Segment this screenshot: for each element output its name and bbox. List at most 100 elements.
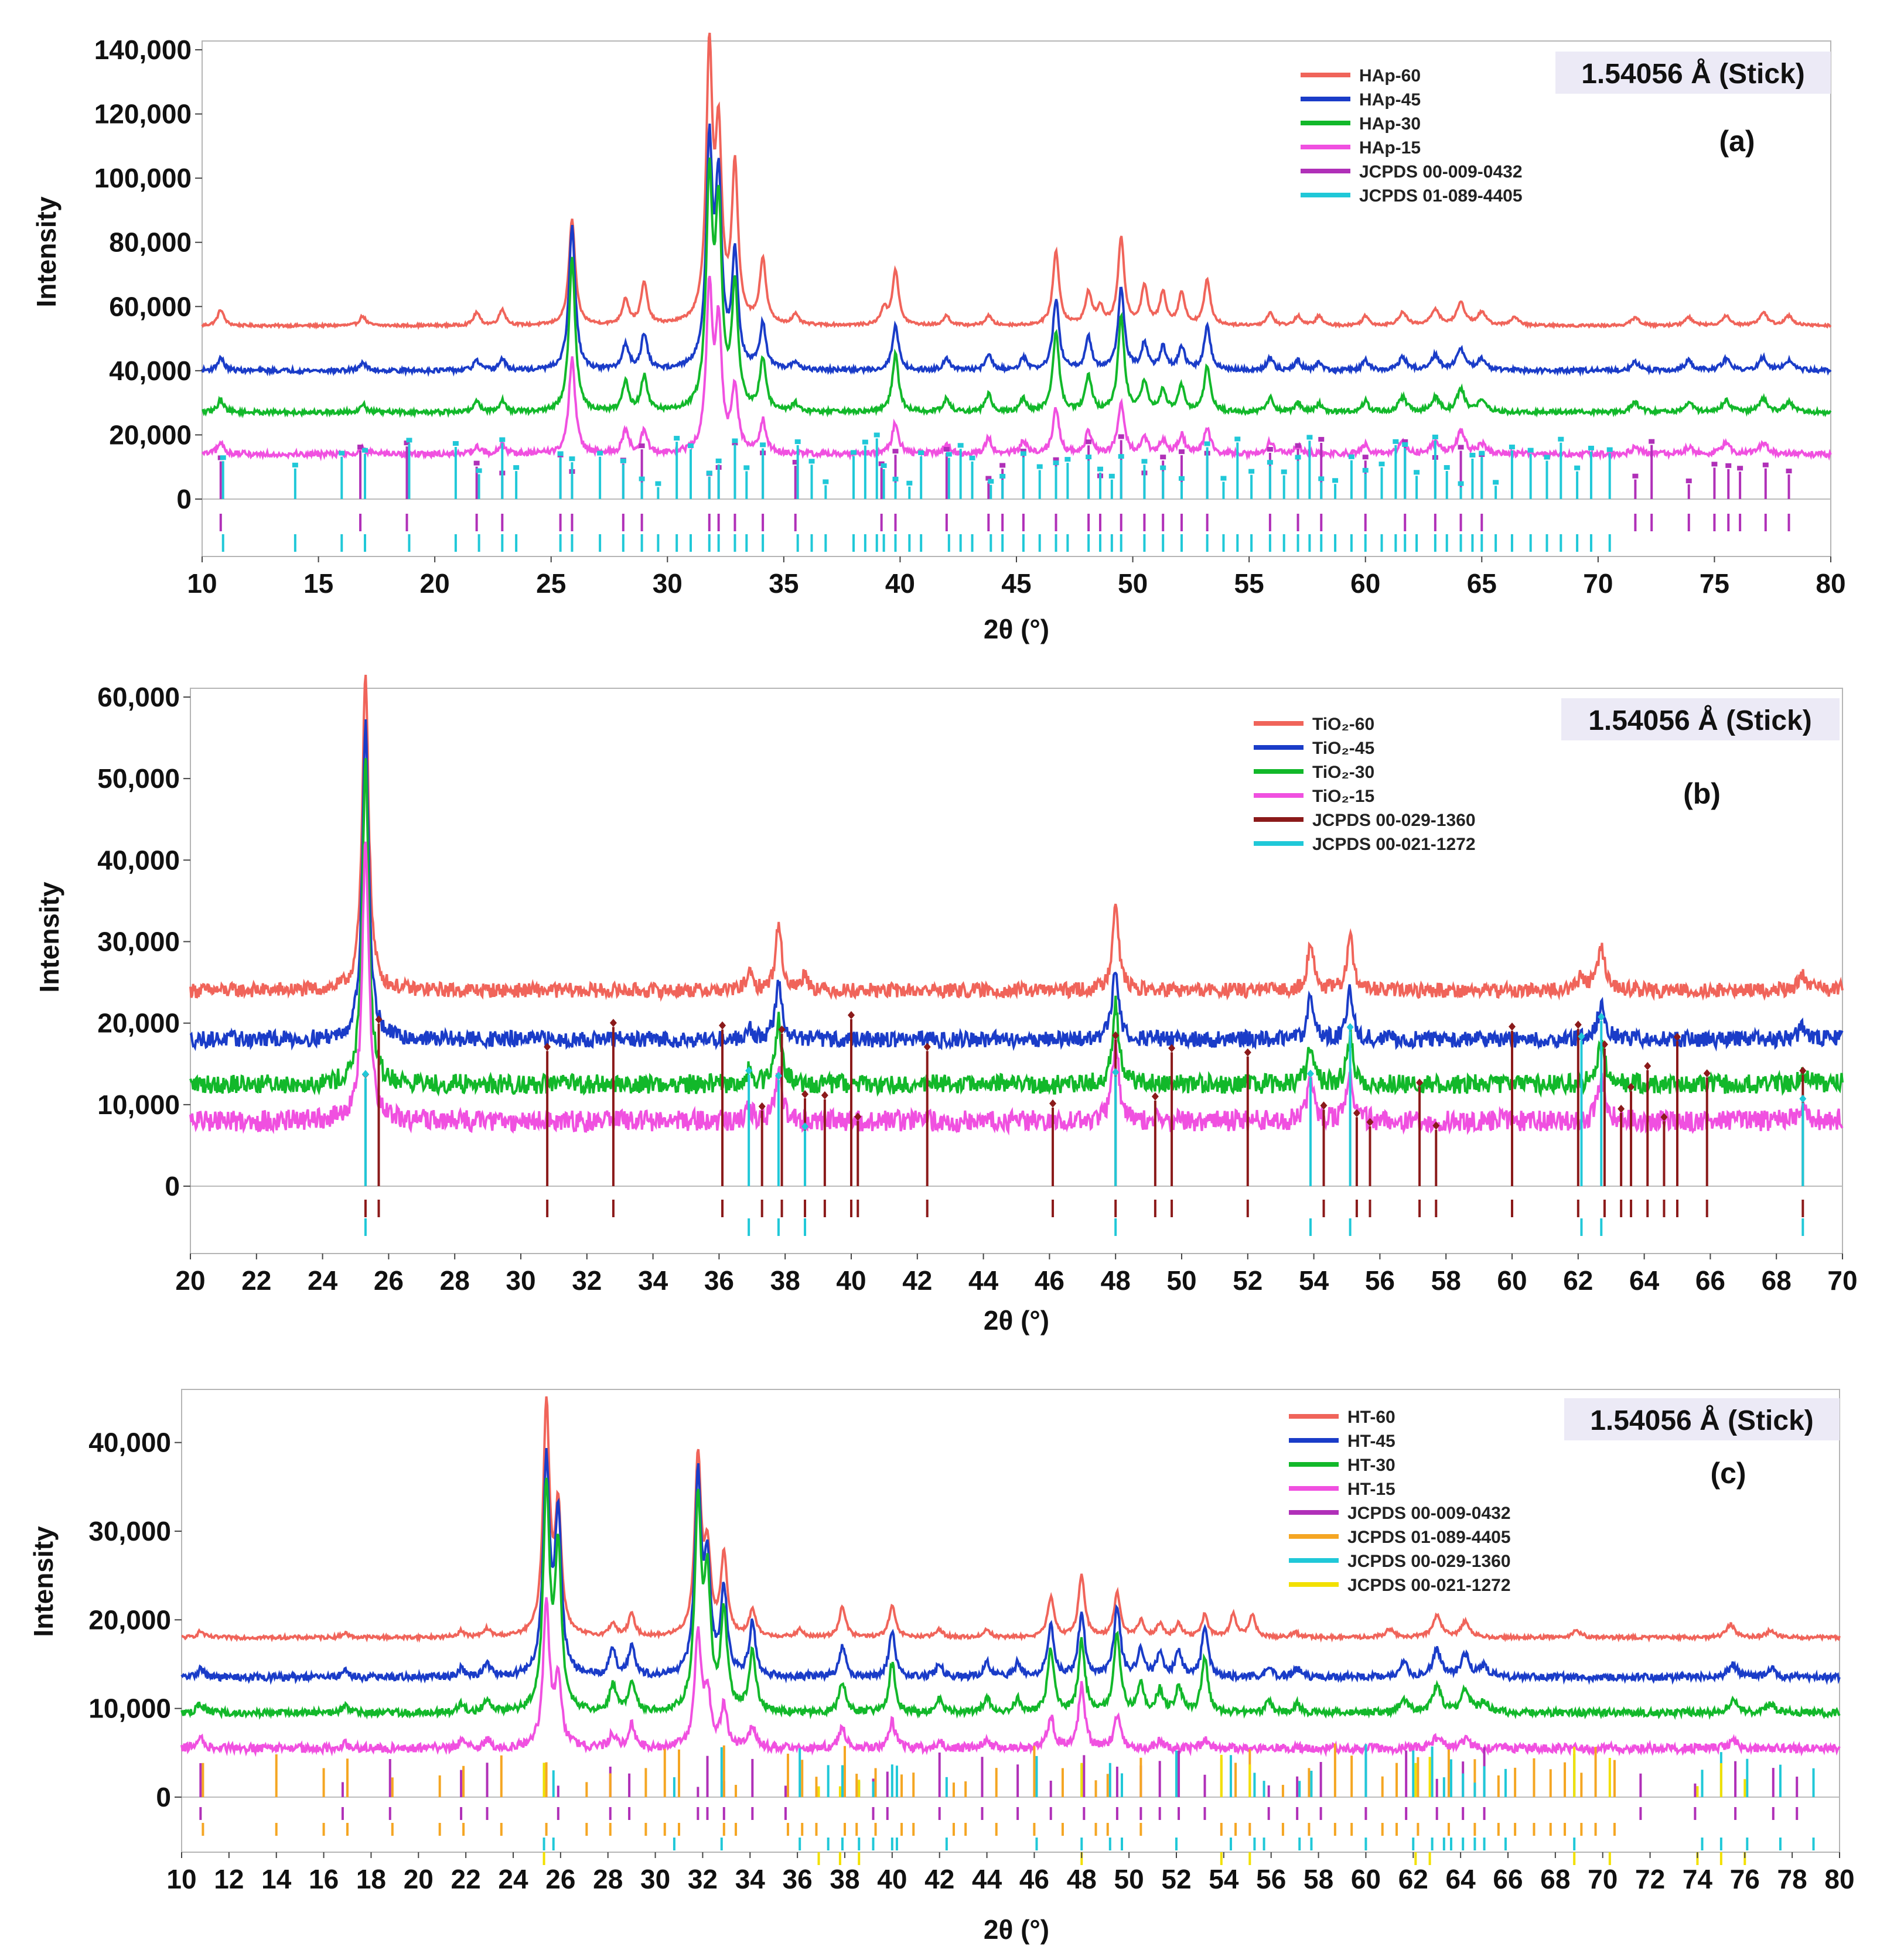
reference-marker bbox=[655, 481, 661, 486]
reference-marker bbox=[1509, 1022, 1516, 1031]
reference-marker bbox=[1362, 455, 1369, 460]
reference-marker bbox=[719, 1021, 726, 1030]
reference-marker bbox=[1204, 441, 1210, 446]
reference-marker bbox=[1444, 465, 1450, 470]
reference-marker bbox=[862, 439, 868, 445]
x-tick-label: 50 bbox=[1114, 1864, 1144, 1894]
x-tick-label: 56 bbox=[1256, 1864, 1286, 1894]
y-tick-label: 40,000 bbox=[88, 1428, 171, 1458]
x-tick-label: 48 bbox=[1067, 1864, 1097, 1894]
series-line-ht-60 bbox=[181, 1396, 1841, 1643]
reference-marker bbox=[1416, 1078, 1424, 1087]
reference-marker bbox=[1711, 462, 1718, 467]
reference-marker bbox=[1112, 1031, 1120, 1040]
reference-marker bbox=[1178, 449, 1185, 455]
x-tick-label: 52 bbox=[1233, 1265, 1262, 1296]
x-tick-label: 24 bbox=[308, 1265, 338, 1296]
x-tick-label: 34 bbox=[735, 1864, 766, 1894]
x-tick-label: 20 bbox=[404, 1864, 434, 1894]
y-tick-label: 20,000 bbox=[109, 419, 192, 450]
x-tick-label: 40 bbox=[836, 1265, 866, 1296]
panel-a: 10 15 20 25 30 35 40 45 50 55 60 65 70 75 80 0 20,000 40… bbox=[31, 32, 1846, 644]
reference-marker bbox=[848, 1011, 855, 1020]
reference-marker bbox=[957, 443, 964, 448]
reference-marker bbox=[1332, 478, 1339, 483]
panel-b-y-axis-title: Intensity bbox=[34, 882, 64, 993]
reference-marker bbox=[1703, 1069, 1711, 1078]
reference-marker bbox=[1036, 464, 1043, 469]
reference-marker bbox=[706, 470, 712, 476]
reference-marker bbox=[609, 1019, 617, 1027]
reference-marker bbox=[1118, 454, 1124, 459]
y-tick-label: 10,000 bbox=[97, 1090, 180, 1120]
reference-marker bbox=[569, 456, 575, 462]
reference-marker bbox=[1020, 449, 1026, 454]
panel-b-wavelength-box bbox=[1561, 698, 1840, 740]
reference-marker bbox=[597, 450, 603, 456]
reference-marker bbox=[1020, 451, 1026, 456]
y-tick-label: 140,000 bbox=[94, 35, 192, 65]
panel-b-x-axis-title: 2θ (°) bbox=[984, 1305, 1049, 1336]
reference-marker bbox=[801, 1090, 809, 1098]
reference-marker bbox=[292, 462, 298, 467]
x-tick-label: 28 bbox=[440, 1265, 470, 1296]
series-line-hap-30 bbox=[202, 157, 1832, 419]
series-line-ht-45 bbox=[180, 1447, 1841, 1685]
x-tick-label: 60 bbox=[1350, 568, 1380, 599]
reference-marker bbox=[774, 1071, 782, 1080]
panel-c-plot-frame bbox=[181, 1389, 1840, 1853]
reference-marker bbox=[1220, 476, 1227, 481]
x-tick-label: 68 bbox=[1762, 1265, 1792, 1296]
x-tick-label: 76 bbox=[1730, 1864, 1760, 1894]
x-tick-label: 75 bbox=[1700, 568, 1729, 599]
x-tick-label: 64 bbox=[1446, 1864, 1476, 1894]
reference-marker bbox=[969, 455, 975, 460]
panel-c-wavelength-box bbox=[1564, 1398, 1840, 1440]
reference-marker bbox=[1674, 1033, 1681, 1041]
reference-marker bbox=[745, 1066, 753, 1075]
legend-label: TiO₂-45 bbox=[1312, 739, 1374, 758]
reference-marker bbox=[513, 465, 520, 470]
reference-marker bbox=[892, 476, 899, 481]
x-tick-label: 38 bbox=[770, 1265, 800, 1296]
reference-marker bbox=[1168, 1044, 1176, 1053]
x-tick-label: 46 bbox=[1019, 1864, 1049, 1894]
reference-marker bbox=[1362, 467, 1369, 473]
x-tick-label: 54 bbox=[1209, 1864, 1239, 1894]
legend-label: HAp-45 bbox=[1359, 90, 1421, 110]
reference-marker bbox=[1479, 450, 1485, 456]
reference-marker bbox=[1295, 443, 1301, 448]
y-tick-label: 40,000 bbox=[109, 356, 192, 386]
y-tick-label: 100,000 bbox=[94, 163, 192, 193]
panel-a-wavelength-box bbox=[1555, 52, 1831, 94]
series-line-tio-45 bbox=[189, 719, 1844, 1052]
x-tick-label: 80 bbox=[1824, 1864, 1854, 1894]
x-tick-label: 74 bbox=[1683, 1864, 1713, 1894]
reference-marker bbox=[1141, 459, 1148, 464]
reference-marker bbox=[999, 474, 1006, 479]
reference-marker bbox=[1432, 1121, 1440, 1130]
legend-label: JCPDS 00-029-1360 bbox=[1312, 811, 1476, 830]
reference-marker bbox=[1799, 1066, 1807, 1075]
y-tick-label: 80,000 bbox=[109, 227, 192, 258]
series-line-tio-60 bbox=[189, 674, 1844, 1002]
reference-marker bbox=[906, 480, 913, 486]
x-tick-label: 58 bbox=[1304, 1864, 1333, 1894]
series-line-tio-15 bbox=[189, 841, 1844, 1136]
reference-marker bbox=[1118, 434, 1124, 439]
x-tick-label: 68 bbox=[1540, 1864, 1570, 1894]
y-tick-label: 10,000 bbox=[88, 1693, 171, 1724]
legend-label: JCPDS 00-021-1272 bbox=[1312, 835, 1476, 854]
legend-label: JCPDS 00-009-0432 bbox=[1359, 162, 1523, 182]
reference-marker bbox=[1049, 1099, 1057, 1108]
reference-marker bbox=[1649, 439, 1655, 444]
panel-c-y-axis-title: Intensity bbox=[28, 1526, 59, 1637]
x-tick-label: 44 bbox=[968, 1265, 999, 1296]
x-tick-label: 70 bbox=[1583, 568, 1613, 599]
panel-a-label: (a) bbox=[1719, 125, 1755, 158]
reference-marker bbox=[1544, 455, 1550, 460]
reference-marker bbox=[1402, 442, 1408, 447]
x-tick-label: 20 bbox=[175, 1265, 205, 1296]
x-tick-label: 40 bbox=[885, 568, 915, 599]
